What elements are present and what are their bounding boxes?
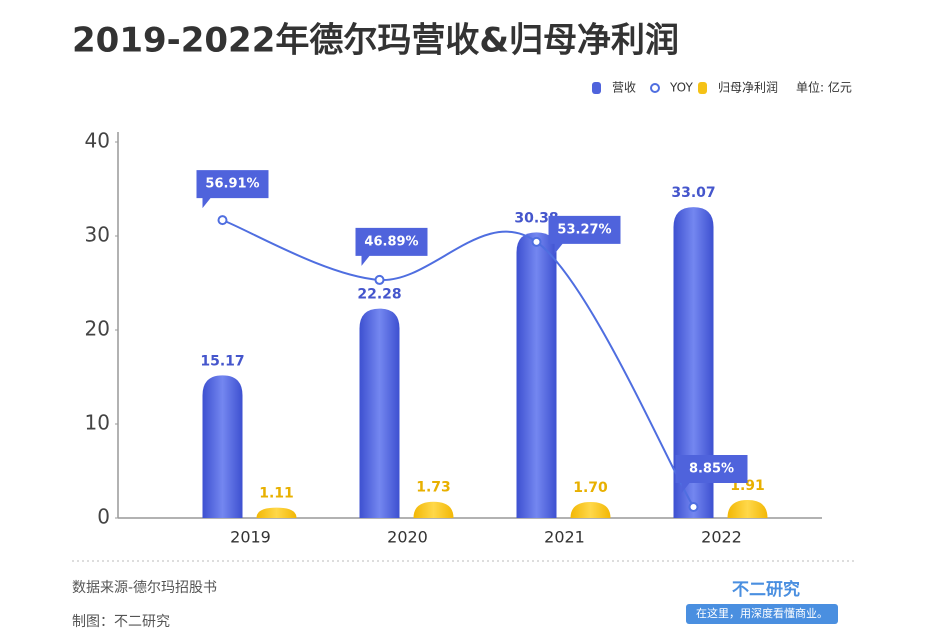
bar	[256, 507, 297, 518]
bar	[413, 501, 454, 518]
source-note: 数据来源-德尔玛招股书	[72, 580, 217, 596]
bar	[516, 232, 557, 519]
data-label: 15.17	[200, 353, 244, 369]
callout-box	[196, 170, 269, 209]
callout-box	[548, 215, 621, 254]
x-tick-label: 2021	[544, 528, 585, 547]
yoy-line	[222, 219, 695, 508]
y-tick-label: 20	[85, 317, 110, 341]
legend-marker	[650, 83, 660, 93]
callout-box	[675, 454, 748, 493]
y-tick-label: 40	[85, 129, 110, 153]
yoy-point	[531, 236, 542, 247]
data-label: 53.27%	[557, 222, 611, 237]
yoy-point	[374, 274, 385, 285]
bar	[570, 502, 611, 518]
bar	[359, 308, 400, 518]
callout-box	[355, 227, 428, 266]
yoy-point	[688, 501, 699, 512]
bar	[727, 500, 768, 518]
data-label: 22.28	[357, 287, 401, 303]
data-label: 33.07	[671, 185, 715, 201]
chart-title: 2019-2022年德尔玛营收&归母净利润	[72, 21, 679, 61]
bar	[202, 375, 243, 518]
slogan-box	[686, 604, 838, 624]
y-tick-label: 10	[85, 411, 110, 435]
data-label: 8.85%	[689, 461, 734, 476]
data-label: 1.73	[416, 480, 451, 496]
x-tick-label: 2022	[701, 528, 742, 547]
x-tick-label: 2020	[387, 528, 428, 547]
legend-marker	[592, 82, 601, 94]
data-label: 56.91%	[205, 177, 259, 192]
data-label: 30.38	[514, 210, 558, 226]
brand-logo: 不二研究	[732, 579, 800, 600]
legend-label: 营收	[612, 81, 636, 95]
legend-label: YOY	[669, 81, 693, 95]
data-label: 1.11	[259, 486, 294, 502]
unit-label: 单位: 亿元	[796, 80, 852, 95]
data-label: 46.89%	[364, 234, 418, 249]
x-tick-label: 2019	[230, 528, 271, 547]
slogan: 在这里，用深度看懂商业。	[696, 606, 828, 620]
y-tick-label: 0	[97, 505, 110, 529]
y-tick-label: 30	[85, 223, 110, 247]
bar	[673, 207, 714, 518]
yoy-point	[217, 215, 228, 226]
credit-note: 制图：不二研究	[72, 614, 170, 630]
data-label: 1.70	[573, 480, 608, 496]
legend-marker	[698, 82, 707, 94]
legend-label: 归母净利润	[718, 81, 778, 95]
